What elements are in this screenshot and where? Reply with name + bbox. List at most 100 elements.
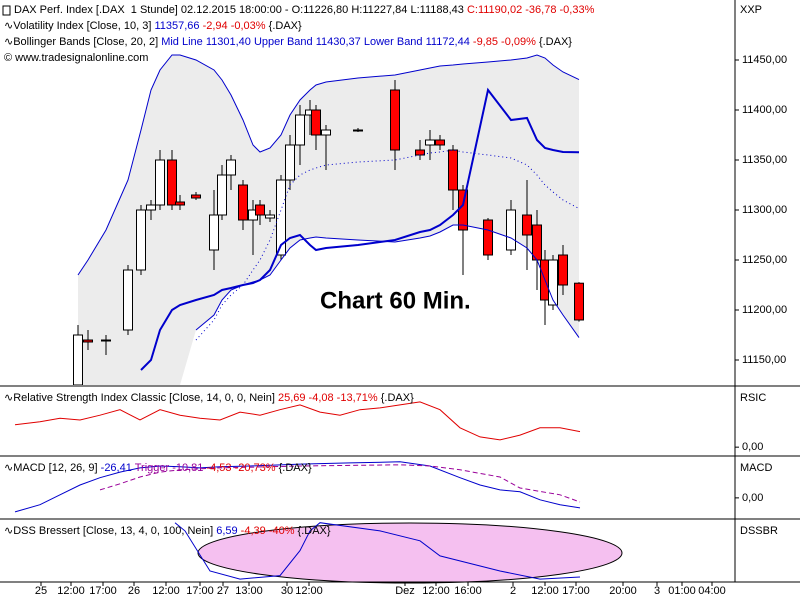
- candle-body: [574, 282, 584, 321]
- series-group: [14, 461, 581, 513]
- candle-body: [101, 339, 111, 342]
- band-area: [78, 55, 579, 385]
- legend-line: ∿Relative Strength Index Classic [Close,…: [4, 392, 414, 404]
- legend-text: -4,39 -40%: [241, 525, 298, 537]
- x-tick-label: 04:00: [698, 585, 726, 597]
- series-group: [174, 522, 581, 580]
- candle-body: [483, 219, 493, 256]
- x-tick-label: 20:00: [609, 585, 637, 597]
- axis-label: MACD: [740, 462, 772, 474]
- y-tick-label: 0,00: [742, 492, 763, 504]
- candle-body: [321, 129, 331, 136]
- x-tick-label: Dez: [395, 585, 415, 597]
- candle-body: [390, 89, 400, 151]
- candle-body: [435, 139, 445, 146]
- legend-line: ∿Bollinger Bands [Close, 20, 2] Mid Line…: [4, 36, 572, 48]
- candle-body: [191, 194, 201, 199]
- x-tick-label: 3: [654, 585, 660, 597]
- candle-body: [532, 224, 542, 261]
- legend-line: ∿Volatility Index [Close, 10, 3] 11357,6…: [4, 20, 302, 32]
- candle-body: [285, 144, 295, 181]
- legend-line: ∿MACD [12, 26, 9] -26,41 Trigger -10,81 …: [4, 462, 312, 474]
- candle-body: [255, 204, 265, 216]
- x-tick-label: 12:00: [57, 585, 85, 597]
- y-tick-label: 11350,00: [742, 154, 787, 166]
- legend-text: ∿Bollinger Bands [Close, 20, 2]: [4, 36, 161, 48]
- candle-body: [425, 139, 435, 146]
- series-group: [14, 401, 581, 441]
- legend-text: 6,59: [216, 525, 240, 537]
- candle-body: [311, 109, 321, 136]
- highlight-ellipse: [197, 522, 623, 584]
- y-tick-label: 11200,00: [742, 304, 787, 316]
- legend-text: 11357,66: [154, 20, 202, 32]
- candle-body: [522, 214, 532, 236]
- y-tick-label: 11150,00: [742, 354, 786, 366]
- legend-line: ∿DSS Bressert [Close, 13, 4, 0, 100, Nei…: [4, 525, 331, 537]
- legend-text: {.DAX}: [539, 36, 572, 48]
- y-tick-label: 11400,00: [742, 104, 787, 116]
- annotation: Chart 60 Min.: [320, 287, 471, 314]
- candle-body: [353, 129, 363, 132]
- y-tick-label: 11250,00: [742, 254, 787, 266]
- candle-body: [226, 159, 236, 176]
- x-tick-label: 12:00: [295, 585, 323, 597]
- candle-body: [146, 204, 156, 211]
- candle-body: [276, 179, 286, 256]
- legend-text: ∿Relative Strength Index Classic [Close,…: [4, 392, 278, 404]
- y-tick-label: 11300,00: [742, 204, 787, 216]
- x-tick-label: 30: [281, 585, 293, 597]
- series-line: [14, 461, 581, 513]
- series-line: [140, 87, 580, 371]
- candles-group: [73, 55, 584, 385]
- candle-body: [209, 214, 219, 251]
- x-tick-label: 26: [128, 585, 140, 597]
- legend-text: DAX Perf. Index [.DAX 1 Stunde] 02.12.20…: [14, 4, 467, 16]
- series-line: [99, 464, 581, 503]
- candle-body: [175, 201, 185, 206]
- legend-text: -9,85 -0,09%: [473, 36, 539, 48]
- legend-text: Mid Line 11301,40 Upper Band 11430,37 Lo…: [161, 36, 473, 48]
- legend-text: -4,53 -20,73%: [206, 462, 278, 474]
- x-tick-label: 25: [35, 585, 47, 597]
- legend-text: {.DAX}: [381, 392, 414, 404]
- series-group: [77, 54, 580, 371]
- legend-text: ∿DSS Bressert [Close, 13, 4, 0, 100, Nei…: [4, 525, 216, 537]
- x-tick-label: 01:00: [668, 585, 696, 597]
- candle-body: [558, 254, 568, 286]
- legend-text: ∿Volatility Index [Close, 10, 3]: [4, 20, 154, 32]
- series-line: [174, 522, 581, 580]
- plot-layer: 11150,00 11200,00 11250,00 11300,00 11350,00…: [2, 4, 787, 597]
- legend-line: © www.tradesignalonline.com: [4, 52, 148, 64]
- x-tick-label: 17:00: [562, 585, 590, 597]
- x-tick-label: 2: [510, 585, 516, 597]
- candle-body: [548, 259, 558, 306]
- candle-body: [448, 149, 458, 191]
- candle-body: [238, 184, 248, 221]
- x-tick-label: 27: [217, 585, 229, 597]
- axis-label: XXP: [740, 4, 762, 16]
- symbol-icon: [2, 5, 11, 16]
- candle-body: [167, 159, 177, 206]
- x-tick-label: 17:00: [186, 585, 214, 597]
- candle-body: [136, 209, 146, 271]
- x-tick-label: 17:00: [89, 585, 117, 597]
- candle-body: [83, 339, 93, 343]
- series-line: [195, 149, 580, 341]
- legend-text: -26,41: [101, 462, 135, 474]
- x-tick-label: 12:00: [422, 585, 450, 597]
- legend-text: {.DAX}: [269, 20, 302, 32]
- legend-text: {.DAX}: [279, 462, 312, 474]
- candle-body: [265, 214, 275, 219]
- legend-text: -2,94 -0,03%: [203, 20, 269, 32]
- x-tick-label: 13:00: [235, 585, 263, 597]
- candle-body: [123, 269, 133, 331]
- legend-text: 25,69 -4,08 -13,71%: [278, 392, 381, 404]
- series-line: [77, 54, 580, 276]
- axis-label: RSIC: [740, 392, 766, 404]
- x-tick-label: 16:00: [454, 585, 482, 597]
- legend-text: Trigger -10,81: [135, 462, 207, 474]
- axis-label: DSSBR: [740, 525, 778, 537]
- legend-line: DAX Perf. Index [.DAX 1 Stunde] 02.12.20…: [14, 4, 595, 16]
